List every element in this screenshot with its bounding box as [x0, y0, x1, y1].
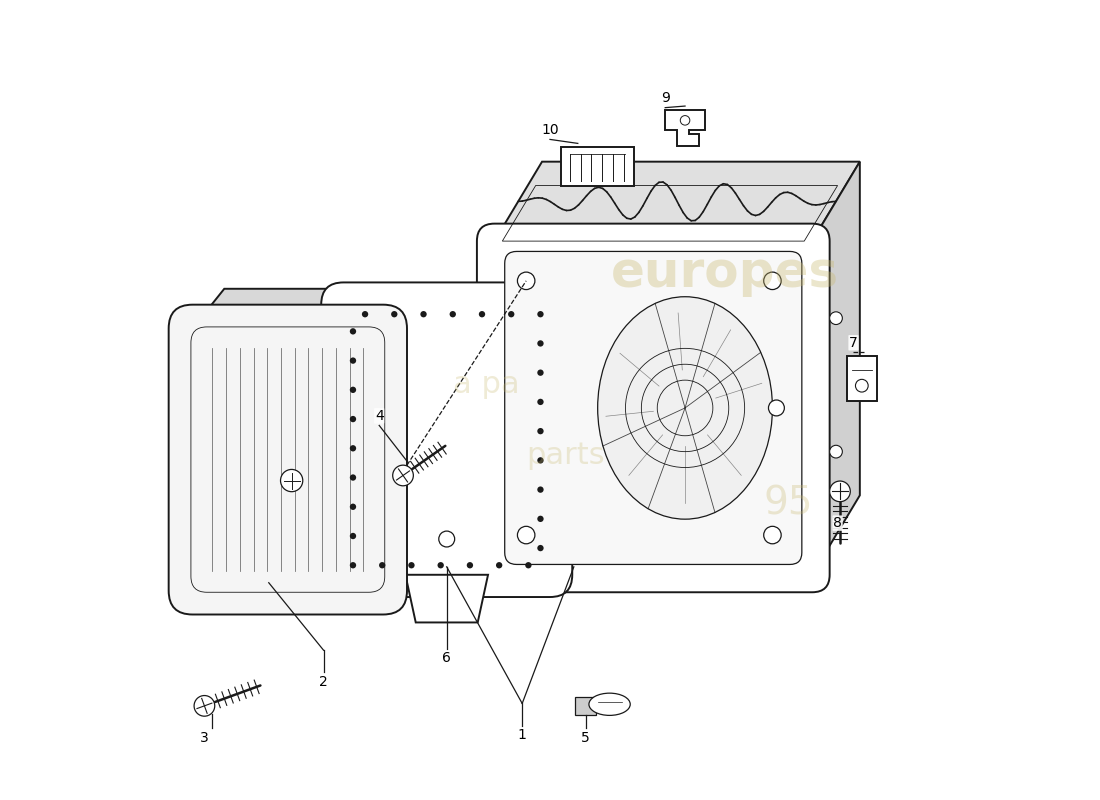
- Circle shape: [350, 328, 356, 334]
- Text: europes: europes: [610, 249, 839, 297]
- Text: parts: parts: [527, 441, 605, 470]
- Circle shape: [537, 340, 543, 346]
- FancyBboxPatch shape: [575, 697, 596, 714]
- Circle shape: [350, 474, 356, 481]
- Circle shape: [350, 386, 356, 393]
- Circle shape: [537, 311, 543, 318]
- Text: 6: 6: [442, 651, 451, 665]
- Circle shape: [420, 311, 427, 318]
- Circle shape: [350, 358, 356, 364]
- Circle shape: [496, 562, 503, 569]
- Circle shape: [393, 465, 414, 486]
- Circle shape: [829, 312, 843, 325]
- Circle shape: [379, 562, 385, 569]
- Polygon shape: [383, 289, 415, 590]
- Circle shape: [350, 503, 356, 510]
- FancyBboxPatch shape: [477, 224, 829, 592]
- Circle shape: [537, 516, 543, 522]
- Text: 7: 7: [849, 336, 858, 350]
- Text: 9: 9: [661, 91, 670, 105]
- Text: 95: 95: [763, 484, 813, 522]
- Polygon shape: [192, 289, 415, 329]
- Circle shape: [763, 272, 781, 290]
- Circle shape: [194, 695, 214, 716]
- Circle shape: [763, 526, 781, 544]
- FancyBboxPatch shape: [847, 355, 877, 401]
- Circle shape: [517, 272, 535, 290]
- FancyBboxPatch shape: [561, 146, 635, 186]
- Circle shape: [450, 311, 455, 318]
- Polygon shape: [406, 574, 488, 622]
- Circle shape: [537, 370, 543, 376]
- Polygon shape: [494, 162, 860, 241]
- Circle shape: [537, 398, 543, 405]
- Circle shape: [392, 311, 397, 318]
- Text: 4: 4: [375, 409, 384, 423]
- Circle shape: [769, 400, 784, 416]
- Circle shape: [350, 562, 356, 569]
- Circle shape: [517, 526, 535, 544]
- Circle shape: [829, 481, 850, 502]
- Circle shape: [439, 531, 454, 547]
- Text: 5: 5: [582, 730, 590, 745]
- Circle shape: [350, 533, 356, 539]
- Circle shape: [537, 545, 543, 551]
- Text: a pa: a pa: [453, 370, 520, 398]
- Text: 10: 10: [541, 123, 559, 137]
- Text: 1: 1: [518, 728, 527, 742]
- Circle shape: [362, 311, 369, 318]
- Circle shape: [466, 562, 473, 569]
- FancyBboxPatch shape: [505, 251, 802, 565]
- Circle shape: [829, 446, 843, 458]
- Circle shape: [537, 486, 543, 493]
- Circle shape: [478, 311, 485, 318]
- Text: 2: 2: [319, 675, 328, 689]
- Circle shape: [280, 470, 302, 492]
- Ellipse shape: [588, 693, 630, 715]
- Circle shape: [408, 562, 415, 569]
- Circle shape: [350, 445, 356, 451]
- Polygon shape: [812, 162, 860, 574]
- Circle shape: [525, 562, 531, 569]
- Polygon shape: [666, 110, 705, 146]
- FancyBboxPatch shape: [321, 282, 572, 597]
- Circle shape: [537, 428, 543, 434]
- Text: 3: 3: [200, 730, 209, 745]
- FancyBboxPatch shape: [168, 305, 407, 614]
- Circle shape: [350, 416, 356, 422]
- Circle shape: [508, 311, 515, 318]
- Text: 8: 8: [833, 516, 842, 530]
- Circle shape: [438, 562, 444, 569]
- Circle shape: [537, 457, 543, 463]
- Ellipse shape: [597, 297, 772, 519]
